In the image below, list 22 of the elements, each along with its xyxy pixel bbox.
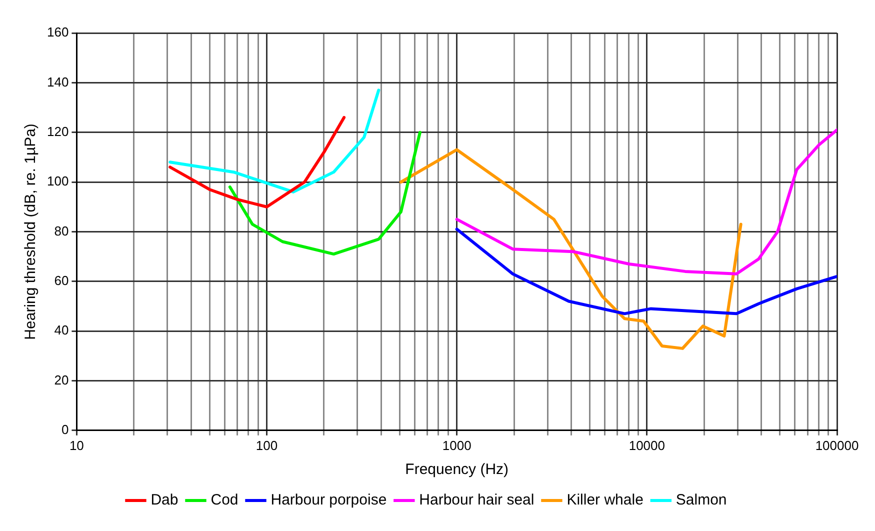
x-tick-label: 10 [69, 438, 84, 453]
y-tick-label: 100 [46, 174, 69, 189]
y-tick-label: 20 [54, 372, 69, 388]
y-tick-label: 0 [61, 422, 69, 437]
x-tick-label: 100 [256, 438, 278, 453]
y-tick-label: 80 [54, 223, 69, 238]
legend-label: Dab [150, 492, 178, 509]
y-tick-label: 40 [54, 322, 69, 338]
legend-label: Killer whale [566, 492, 644, 509]
x-axis-title: Frequency (Hz) [405, 461, 509, 478]
y-tick-label: 60 [54, 272, 69, 288]
y-tick-label: 160 [46, 24, 69, 40]
legend-label: Salmon [676, 492, 727, 509]
x-tick-label: 1000 [442, 438, 472, 453]
x-tick-label: 100000 [815, 438, 859, 453]
y-tick-label: 120 [46, 124, 69, 139]
x-tick-label: 10000 [628, 438, 665, 453]
y-axis-title: Hearing threshold (dB, re. 1µPa) [22, 124, 40, 340]
legend-label: Harbour porpoise [270, 492, 387, 509]
y-tick-label: 140 [46, 74, 69, 90]
legend-label: Harbour hair seal [419, 492, 534, 509]
legend-label: Cod [210, 492, 238, 509]
